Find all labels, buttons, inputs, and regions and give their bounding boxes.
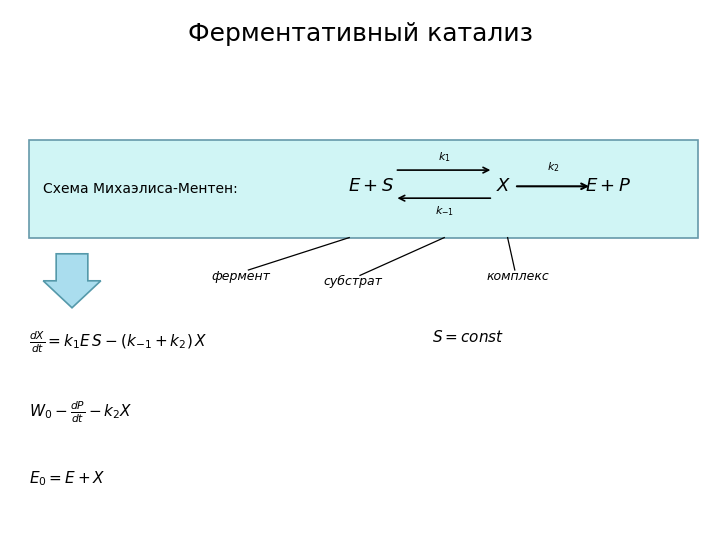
Text: комплекс: комплекс bbox=[487, 270, 550, 283]
Text: $k_2$: $k_2$ bbox=[546, 160, 559, 174]
Text: фермент: фермент bbox=[212, 270, 271, 283]
Text: $\frac{dX}{dt} = k_1 E\,S - (k_{-1} + k_2)\,X$: $\frac{dX}{dt} = k_1 E\,S - (k_{-1} + k_… bbox=[29, 329, 207, 355]
Text: $k_1$: $k_1$ bbox=[438, 150, 451, 164]
Text: Схема Михаэлиса-Ментен:: Схема Михаэлиса-Ментен: bbox=[43, 182, 238, 196]
Text: $\mathit{X}$: $\mathit{X}$ bbox=[496, 177, 512, 195]
FancyBboxPatch shape bbox=[29, 140, 698, 238]
Text: $\mathit{E} + \mathit{S}$: $\mathit{E} + \mathit{S}$ bbox=[348, 177, 394, 195]
Text: $S = const$: $S = const$ bbox=[432, 329, 504, 346]
Text: $k_{-1}$: $k_{-1}$ bbox=[435, 205, 454, 219]
Text: $\mathit{E} + \mathit{P}$: $\mathit{E} + \mathit{P}$ bbox=[585, 177, 631, 195]
Text: Ферментативный катализ: Ферментативный катализ bbox=[187, 22, 533, 45]
Text: субстрат: субстрат bbox=[323, 275, 382, 288]
Polygon shape bbox=[43, 254, 101, 308]
Text: $W_0 - \frac{dP}{dt} - k_2 X$: $W_0 - \frac{dP}{dt} - k_2 X$ bbox=[29, 400, 132, 425]
Text: $E_0 = E + X$: $E_0 = E + X$ bbox=[29, 470, 105, 489]
